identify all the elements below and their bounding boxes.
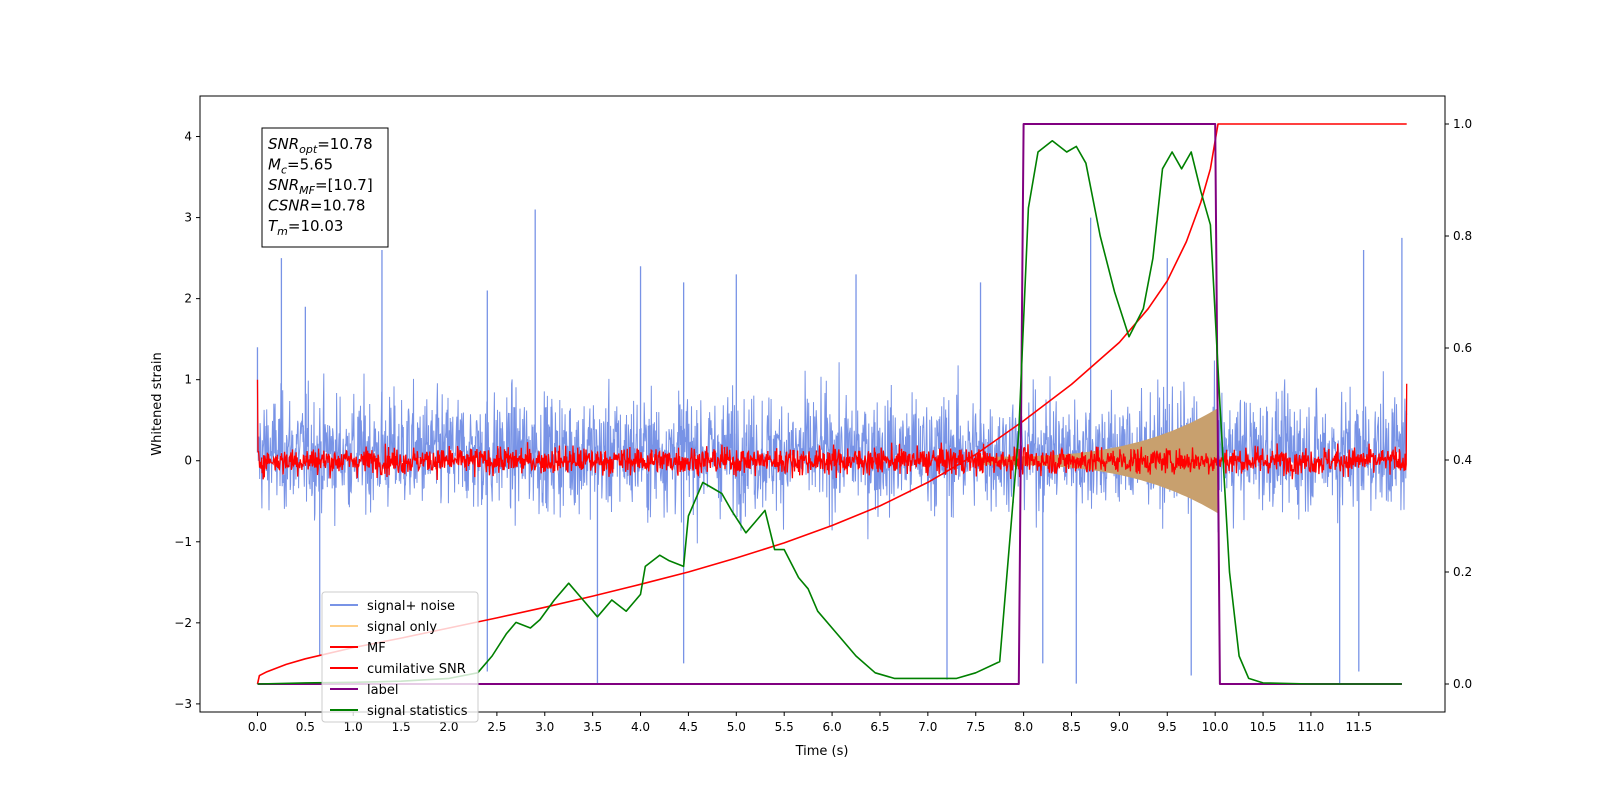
x-tick-label: 0.5 [296, 720, 315, 734]
y-left-tick-label: 3 [184, 211, 192, 225]
x-tick-label: 1.5 [392, 720, 411, 734]
y-left-tick-label: 2 [184, 292, 192, 306]
x-axis: 0.0 0.5 1.0 1.5 2.0 2.5 3.0 3.5 4.0 4.5 5.0 5.5 6.0 6… [248, 712, 1372, 734]
x-tick-label: 11.0 [1298, 720, 1325, 734]
x-tick-label: 10.5 [1250, 720, 1277, 734]
y-right-tick-label: 0.2 [1453, 565, 1472, 579]
legend-label: signal only [367, 620, 437, 635]
x-tick-label: 11.5 [1345, 720, 1372, 734]
annotation-frame [261, 127, 389, 248]
x-tick-label: 5.5 [775, 720, 794, 734]
x-tick-label: 3.5 [583, 720, 602, 734]
x-tick-label: 6.0 [823, 720, 842, 734]
legend-label: signal+ noise [367, 599, 455, 614]
annotation-box: SNRopt=10.78Mc=5.65SNRMF=[10.7]CSNR=10.7… [261, 127, 389, 248]
annotation-line: CSNR=10.78 [268, 197, 365, 215]
y-axis-left: −3 −2 −1 0 1 2 3 4 [174, 130, 200, 711]
y-left-tick-label: 4 [184, 130, 192, 144]
series-mf-line [256, 379, 1408, 481]
y-left-tick-label: −3 [174, 697, 192, 711]
y-right-tick-label: 0.4 [1453, 453, 1472, 467]
x-axis-label: Time (s) [795, 744, 849, 759]
y-left-tick-label: 0 [184, 454, 192, 468]
x-tick-label: 0.0 [248, 720, 267, 734]
x-tick-label: 7.0 [918, 720, 937, 734]
x-tick-label: 6.5 [870, 720, 889, 734]
legend-label: signal statistics [367, 704, 468, 719]
y-axis-right: 0.0 0.2 0.4 0.6 0.8 1.0 [1445, 117, 1472, 691]
legend: signal+ noise signal only MF cumilative SNR… [321, 591, 479, 723]
y-right-tick-label: 1.0 [1453, 117, 1472, 131]
annotation-line: SNRopt=10.78 [268, 135, 373, 156]
x-tick-label: 8.5 [1062, 720, 1081, 734]
x-tick-label: 10.0 [1202, 720, 1229, 734]
annotation-line: Mc=5.65 [268, 156, 333, 177]
legend-label: label [367, 683, 398, 698]
axes-frame [199, 95, 1446, 713]
y-right-tick-label: 0.8 [1453, 229, 1472, 243]
x-tick-label: 5.0 [727, 720, 746, 734]
x-tick-label: 9.0 [1110, 720, 1129, 734]
plot-area [256, 123, 1408, 685]
annotation-line: SNRMF=[10.7] [268, 176, 373, 197]
x-tick-label: 1.0 [344, 720, 363, 734]
y-left-tick-label: 1 [184, 373, 192, 387]
legend-label: cumilative SNR [367, 662, 466, 677]
x-tick-label: 9.5 [1158, 720, 1177, 734]
x-tick-label: 2.5 [487, 720, 506, 734]
x-tick-label: 8.0 [1014, 720, 1033, 734]
y-left-tick-label: −2 [174, 616, 192, 630]
x-tick-label: 7.5 [966, 720, 985, 734]
y-left-tick-label: −1 [174, 535, 192, 549]
legend-frame [321, 591, 479, 723]
series-signal-statistics-line [257, 140, 1402, 685]
y-right-tick-label: 0.0 [1453, 677, 1472, 691]
series-label-line [257, 123, 1402, 685]
x-tick-label: 3.0 [535, 720, 554, 734]
x-tick-label: 4.5 [679, 720, 698, 734]
annotation-line: Tm=10.03 [268, 217, 343, 238]
x-tick-label: 4.0 [631, 720, 650, 734]
legend-label: MF [367, 641, 386, 656]
y-right-tick-label: 0.6 [1453, 341, 1472, 355]
x-tick-label: 2.0 [439, 720, 458, 734]
y-axis-label-left: Whitened strain [150, 352, 165, 455]
